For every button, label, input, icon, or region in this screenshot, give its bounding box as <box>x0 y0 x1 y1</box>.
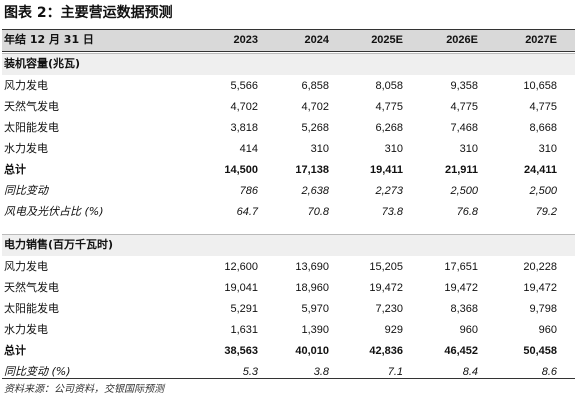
row-label: 风力发电 <box>4 79 48 92</box>
cell-value: 5,268 <box>301 122 329 134</box>
cell-value: 7,230 <box>375 303 403 315</box>
cell-value: 960 <box>459 324 478 336</box>
source-note: 资料来源：公司资料，交银国际预测 <box>4 384 164 395</box>
cell-value: 79.2 <box>535 206 557 218</box>
section-band <box>2 234 575 256</box>
cell-value: 310 <box>310 143 329 155</box>
cell-value: 13,690 <box>295 261 329 273</box>
row-label: 总计 <box>4 163 26 176</box>
cell-value: 40,010 <box>295 345 329 357</box>
cell-value: 70.8 <box>307 206 329 218</box>
section-title: 装机容量(兆瓦) <box>4 57 81 70</box>
bottom-rule <box>2 378 575 379</box>
cell-value: 73.8 <box>381 206 403 218</box>
row-label: 风电及光伏占比 (%) <box>4 205 104 218</box>
row-label: 天然气发电 <box>4 281 59 294</box>
section-title: 电力销售(百万千瓦时) <box>4 238 114 251</box>
cell-value: 960 <box>538 324 557 336</box>
cell-value: 2,273 <box>375 185 403 197</box>
cell-value: 21,911 <box>444 164 478 176</box>
cell-value: 5.3 <box>242 366 258 378</box>
cell-value: 8,368 <box>450 303 478 315</box>
column-header: 2025E <box>371 34 403 46</box>
cell-value: 8.4 <box>462 366 478 378</box>
column-header: 2023 <box>233 34 258 46</box>
cell-value: 4,775 <box>529 101 557 113</box>
cell-value: 3,818 <box>230 122 258 134</box>
cell-value: 5,291 <box>230 303 258 315</box>
cell-value: 4,775 <box>450 101 478 113</box>
cell-value: 2,500 <box>450 185 478 197</box>
row-label: 太阳能发电 <box>4 121 59 134</box>
row-label: 太阳能发电 <box>4 302 59 315</box>
cell-value: 310 <box>459 143 478 155</box>
cell-value: 4,702 <box>230 101 258 113</box>
cell-value: 19,041 <box>224 282 258 294</box>
column-header: 2024 <box>304 34 329 46</box>
cell-value: 6,858 <box>301 80 329 92</box>
cell-value: 4,702 <box>301 101 329 113</box>
cell-value: 414 <box>239 143 258 155</box>
row-label: 天然气发电 <box>4 100 59 113</box>
cell-value: 8.6 <box>541 366 557 378</box>
cell-value: 8,668 <box>529 122 557 134</box>
cell-value: 9,798 <box>529 303 557 315</box>
column-header: 2026E <box>446 34 478 46</box>
cell-value: 310 <box>538 143 557 155</box>
cell-value: 786 <box>239 185 258 197</box>
row-label: 同比变动 (%) <box>4 365 71 378</box>
row-label: 水力发电 <box>4 142 48 155</box>
cell-value: 3.8 <box>313 366 329 378</box>
cell-value: 1,390 <box>301 324 329 336</box>
section-band <box>2 53 575 75</box>
cell-value: 4,775 <box>375 101 403 113</box>
cell-value: 5,970 <box>301 303 329 315</box>
row-label: 总计 <box>4 344 26 357</box>
row-label: 风力发电 <box>4 260 48 273</box>
cell-value: 17,138 <box>295 164 329 176</box>
cell-value: 15,205 <box>369 261 403 273</box>
cell-value: 6,268 <box>375 122 403 134</box>
cell-value: 14,500 <box>224 164 258 176</box>
cell-value: 19,411 <box>369 164 403 176</box>
cell-value: 2,638 <box>301 185 329 197</box>
cell-value: 76.8 <box>456 206 478 218</box>
row-header-label: 年结 12 月 31 日 <box>4 33 94 46</box>
cell-value: 19,472 <box>523 282 557 294</box>
cell-value: 7,468 <box>450 122 478 134</box>
cell-value: 18,960 <box>295 282 329 294</box>
cell-value: 24,411 <box>523 164 557 176</box>
column-header: 2027E <box>525 34 557 46</box>
cell-value: 12,600 <box>224 261 258 273</box>
cell-value: 10,658 <box>523 80 557 92</box>
cell-value: 19,472 <box>369 282 403 294</box>
cell-value: 50,458 <box>523 345 557 357</box>
cell-value: 2,500 <box>529 185 557 197</box>
cell-value: 929 <box>384 324 403 336</box>
cell-value: 38,563 <box>224 345 258 357</box>
cell-value: 17,651 <box>444 261 478 273</box>
cell-value: 42,836 <box>369 345 403 357</box>
cell-value: 310 <box>384 143 403 155</box>
row-label: 同比变动 <box>4 184 48 197</box>
cell-value: 5,566 <box>230 80 258 92</box>
cell-value: 19,472 <box>444 282 478 294</box>
cell-value: 46,452 <box>444 345 478 357</box>
cell-value: 7.1 <box>387 366 403 378</box>
header-band <box>2 29 575 52</box>
cell-value: 20,228 <box>523 261 557 273</box>
title: 图表 2：主要营运数据预测 <box>4 5 173 21</box>
cell-value: 1,631 <box>230 324 258 336</box>
cell-value: 64.7 <box>236 206 258 218</box>
row-label: 水力发电 <box>4 323 48 336</box>
cell-value: 9,358 <box>450 80 478 92</box>
cell-value: 8,058 <box>375 80 403 92</box>
